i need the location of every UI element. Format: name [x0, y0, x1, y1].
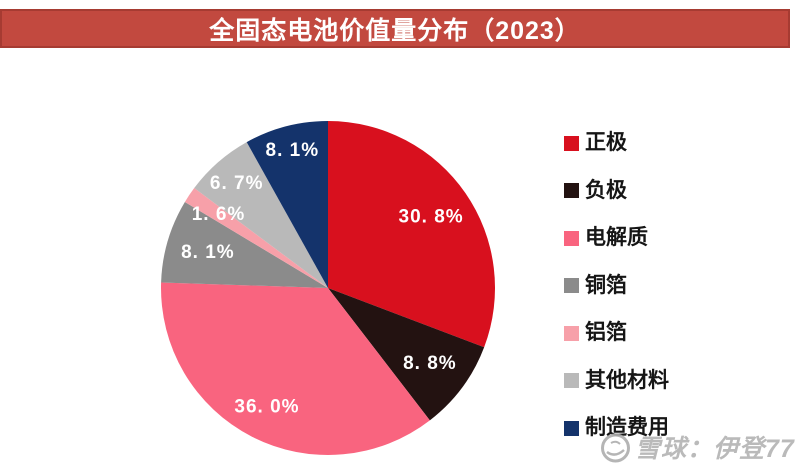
legend-label: 正极 — [585, 131, 627, 154]
pie-slice-label-1: 30. 8% — [399, 206, 464, 227]
legend-swatch-icon — [564, 278, 579, 293]
legend-swatch-icon — [564, 135, 579, 151]
legend-item-7: 制造费用 — [564, 417, 669, 439]
legend-swatch-icon — [564, 230, 579, 246]
legend-label: 其他材料 — [585, 368, 669, 392]
legend-item-2: 负极 — [564, 178, 627, 202]
legend-label: 制造费用 — [585, 416, 669, 439]
legend-swatch-icon — [564, 420, 579, 436]
legend-item-1: 正极 — [564, 132, 627, 154]
legend: 正极负极电解质铜箔铝箔其他材料制造费用 — [564, 132, 764, 462]
legend-swatch-icon — [564, 183, 579, 198]
pie-slice-4 — [161, 201, 328, 288]
chart-title: 全固态电池价值量分布（2023） — [209, 16, 581, 45]
pie-slice-label-6: 6. 7% — [210, 173, 264, 194]
pie-slice-label-2: 8. 8% — [403, 353, 457, 374]
pie-slice-1 — [328, 121, 496, 348]
pie-slice-3 — [160, 282, 430, 455]
legend-item-3: 电解质 — [564, 227, 648, 249]
legend-item-5: 铝箔 — [564, 322, 627, 344]
pie-slice-7 — [246, 121, 328, 288]
pie-slice-6 — [194, 142, 328, 288]
legend-label: 铝箔 — [585, 321, 627, 344]
legend-item-6: 其他材料 — [564, 368, 669, 392]
legend-label: 铜箔 — [585, 273, 627, 297]
pie-slice-2 — [328, 288, 485, 421]
pie-slice-label-3: 36. 0% — [234, 396, 299, 417]
chart-title-banner: 全固态电池价值量分布（2023） — [0, 9, 790, 48]
pie-slice-5 — [184, 188, 328, 288]
pie-slice-label-5: 1. 6% — [192, 204, 246, 225]
pie-slice-label-4: 8. 1% — [181, 242, 235, 263]
legend-label: 电解质 — [585, 226, 648, 249]
pie-slice-label-7: 8. 1% — [266, 140, 320, 161]
legend-item-4: 铜箔 — [564, 273, 627, 297]
legend-label: 负极 — [585, 178, 627, 202]
legend-swatch-icon — [564, 373, 579, 388]
legend-swatch-icon — [564, 325, 579, 341]
